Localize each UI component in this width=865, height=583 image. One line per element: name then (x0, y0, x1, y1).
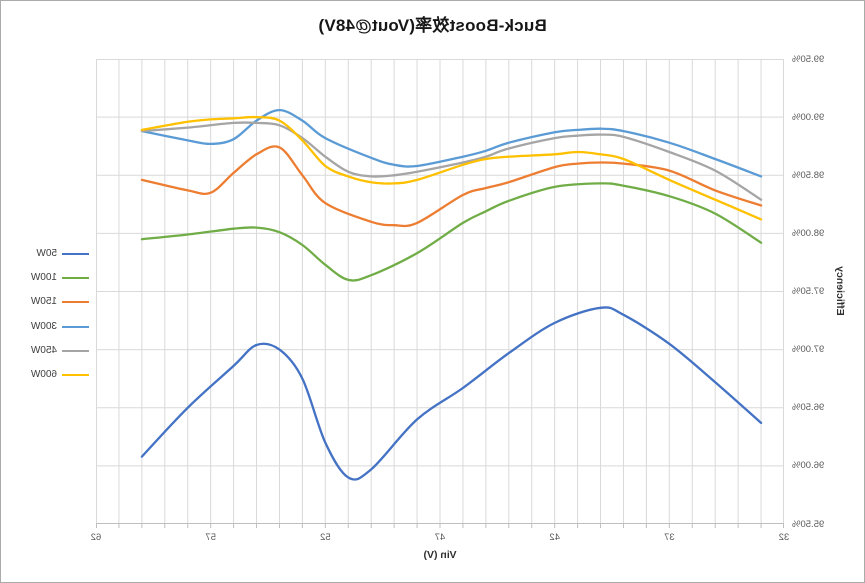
legend-line-marker (62, 277, 89, 280)
legend-item-300w: 300W (31, 315, 89, 339)
legend-item-100w: 100W (31, 266, 89, 290)
legend-label: 600W (30, 369, 57, 381)
series-line-450w (140, 121, 763, 201)
legend-label: 150W (30, 296, 57, 308)
series-line-50w (140, 306, 763, 481)
legend-item-450w: 450W (31, 339, 89, 363)
y-tick-label: 97.00% (792, 344, 825, 356)
legend-item-150w: 150W (31, 290, 89, 314)
y-tick-label: 96.50% (792, 402, 825, 414)
y-tick-label: 98.50% (792, 169, 825, 181)
y-tick-label: 96.00% (792, 460, 825, 472)
y-tick-label: 99.00% (792, 111, 825, 123)
y-tick-label: 99.50% (792, 53, 825, 65)
legend: 50W 100W 150W 300W 450W 600W (31, 242, 89, 387)
y-axis-title: Efficiency (834, 266, 846, 316)
series-lines (140, 108, 763, 481)
legend-label: 50W (36, 248, 57, 260)
series-line-600w (140, 115, 763, 221)
horizontal-gridlines (96, 59, 784, 524)
legend-item-50w: 50W (31, 242, 89, 266)
x-tick-label: 52 (320, 532, 331, 543)
legend-line-marker (62, 325, 89, 328)
legend-line-marker (62, 253, 89, 256)
plot-area (96, 59, 784, 528)
x-tick-label: 42 (549, 532, 560, 543)
legend-label: 100W (30, 272, 57, 284)
y-tick-label: 98.00% (792, 227, 825, 239)
series-line-300w (140, 108, 763, 178)
legend-line-marker (62, 374, 89, 377)
y-tick-label: 95.50% (792, 518, 825, 530)
series-line-150w (140, 145, 763, 228)
series-line-100w (140, 182, 763, 282)
x-axis-tick-marks (96, 524, 784, 528)
y-tick-label: 97.50% (792, 286, 825, 297)
legend-item-600w: 600W (31, 363, 89, 387)
x-tick-label: 57 (205, 532, 216, 543)
x-tick-label: 37 (664, 532, 675, 543)
x-tick-label: 62 (90, 532, 102, 543)
x-tick-label: 47 (434, 532, 446, 543)
chart-title: Buck-Boost效率(Vout@48V) (318, 16, 547, 35)
x-axis-title: Vin (V) (423, 549, 457, 561)
x-tick-label: 32 (778, 532, 790, 543)
legend-label: 450W (30, 344, 57, 356)
legend-label: 300W (30, 320, 57, 332)
legend-line-marker (62, 349, 89, 352)
legend-line-marker (62, 301, 89, 304)
